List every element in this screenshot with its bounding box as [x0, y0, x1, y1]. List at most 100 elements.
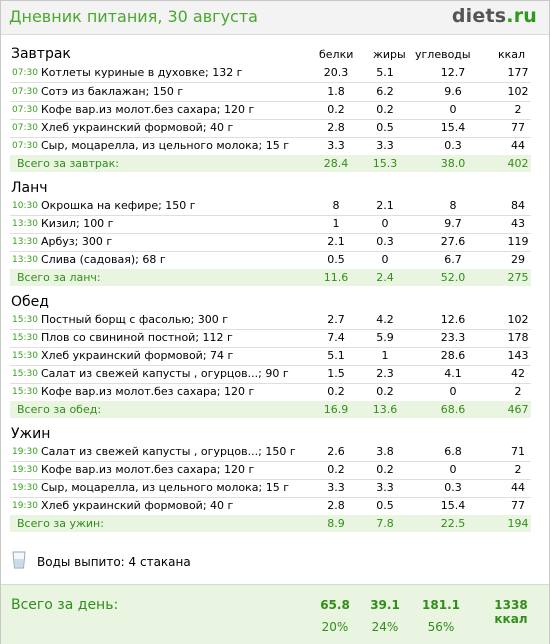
- glass-icon: [12, 551, 26, 569]
- page-title: Дневник питания, 30 августа: [9, 7, 258, 26]
- total-kcal: 467: [507, 403, 529, 416]
- row-protein: 8: [332, 199, 340, 212]
- row-kcal: 44: [511, 481, 525, 494]
- row-food-name[interactable]: Постный борщ с фасолью; 300 г: [41, 313, 229, 326]
- row-kcal: 2: [514, 463, 522, 476]
- row-food-name[interactable]: Хлеб украинский формовой; 40 г: [41, 121, 234, 134]
- table-row[interactable]: 19:30 Кофе вар.из молот.без сахара; 120 …: [10, 461, 531, 480]
- table-row[interactable]: 15:30 Салат из свежей капусты , огурцов.…: [10, 365, 531, 384]
- row-protein: 0.2: [327, 463, 345, 476]
- row-fat: 4.2: [376, 313, 394, 326]
- row-time: 10:30: [12, 201, 38, 211]
- table-row[interactable]: 07:30 Хлеб украинский формовой; 40 г 2.8…: [10, 119, 531, 138]
- row-food-name[interactable]: Салат из свежей капусты , огурцов...; 15…: [41, 445, 296, 458]
- row-food-name[interactable]: Котлеты куриные в духовке; 132 г: [41, 66, 243, 79]
- row-protein: 2.1: [327, 235, 345, 248]
- row-protein: 2.8: [327, 121, 345, 134]
- row-kcal: 84: [511, 199, 525, 212]
- row-time: 07:30: [12, 68, 38, 78]
- row-time: 13:30: [12, 255, 38, 265]
- row-food-name[interactable]: Кизил; 100 г: [41, 217, 114, 230]
- row-carbs: 0.3: [444, 481, 462, 494]
- total-carbs: 52.0: [440, 271, 466, 284]
- row-carbs: 28.6: [440, 349, 466, 362]
- row-food-name[interactable]: Плов со свининой постной; 112 г: [41, 331, 233, 344]
- row-protein: 1.8: [327, 85, 345, 98]
- row-food-name[interactable]: Кофе вар.из молот.без сахара; 120 г: [41, 385, 255, 398]
- total-kcal: 402: [507, 157, 529, 170]
- section-title-lunch: Ланч: [11, 180, 48, 196]
- row-fat: 0.2: [376, 103, 394, 116]
- table-row[interactable]: 07:30 Сотэ из баклажан; 150 г 1.8 6.2 9.…: [10, 83, 531, 102]
- dinner-total-row: Всего за обед: 16.9 13.6 68.6 467: [10, 401, 531, 418]
- row-time: 07:30: [12, 123, 38, 133]
- row-kcal: 29: [511, 253, 525, 266]
- row-food-name[interactable]: Окрошка на кефире; 150 г: [41, 199, 196, 212]
- row-food-name[interactable]: Сыр, моцарелла, из цельного молока; 15 г: [41, 139, 289, 152]
- table-row[interactable]: 15:30 Кофе вар.из молот.без сахара; 120 …: [10, 383, 531, 402]
- row-carbs: 4.1: [444, 367, 462, 380]
- row-protein: 7.4: [327, 331, 345, 344]
- table-row[interactable]: 13:30 Кизил; 100 г 1 0 9.7 43: [10, 215, 531, 234]
- site-logo[interactable]: diets.ru: [452, 5, 537, 27]
- day-protein: 65.8: [320, 598, 350, 612]
- total-kcal: 275: [507, 271, 529, 284]
- row-food-name[interactable]: Кофе вар.из молот.без сахара; 120 г: [41, 463, 255, 476]
- row-fat: 2.1: [376, 199, 394, 212]
- table-row[interactable]: 07:30 Котлеты куриные в духовке; 132 г 2…: [10, 64, 531, 83]
- total-kcal: 194: [507, 517, 529, 530]
- section-title-breakfast: Завтрак: [11, 46, 71, 62]
- table-row[interactable]: 13:30 Арбуз; 300 г 2.1 0.3 27.6 119: [10, 233, 531, 252]
- table-row[interactable]: 10:30 Окрошка на кефире; 150 г 8 2.1 8 8…: [10, 197, 531, 216]
- table-row[interactable]: 19:30 Салат из свежей капусты , огурцов.…: [10, 443, 531, 462]
- row-fat: 0.3: [376, 235, 394, 248]
- logo-suffix: .ru: [506, 5, 537, 27]
- table-row[interactable]: 19:30 Хлеб украинский формовой; 40 г 2.8…: [10, 497, 531, 516]
- row-fat: 3.3: [376, 139, 394, 152]
- row-kcal: 71: [511, 445, 525, 458]
- row-food-name[interactable]: Хлеб украинский формовой; 74 г: [41, 349, 234, 362]
- row-food-name[interactable]: Хлеб украинский формовой; 40 г: [41, 499, 234, 512]
- col-carbs-header: углеводы: [415, 48, 471, 61]
- row-fat: 0.2: [376, 463, 394, 476]
- table-row[interactable]: 19:30 Сыр, моцарелла, из цельного молока…: [10, 479, 531, 498]
- row-carbs: 12.7: [440, 66, 466, 79]
- total-carbs: 68.6: [440, 403, 466, 416]
- table-row[interactable]: 13:30 Слива (садовая); 68 г 0.5 0 6.7 29: [10, 251, 531, 270]
- total-fat: 15.3: [372, 157, 398, 170]
- row-food-name[interactable]: Сыр, моцарелла, из цельного молока; 15 г: [41, 481, 289, 494]
- row-fat: 0: [381, 217, 389, 230]
- row-time: 07:30: [12, 141, 38, 151]
- total-carbs: 38.0: [440, 157, 466, 170]
- row-food-name[interactable]: Сотэ из баклажан; 150 г: [41, 85, 184, 98]
- total-protein: 16.9: [323, 403, 349, 416]
- table-row[interactable]: 15:30 Плов со свининой постной; 112 г 7.…: [10, 329, 531, 348]
- total-carbs: 22.5: [440, 517, 466, 530]
- row-fat: 5.9: [376, 331, 394, 344]
- table-row[interactable]: 07:30 Сыр, моцарелла, из цельного молока…: [10, 137, 531, 156]
- row-carbs: 9.6: [444, 85, 462, 98]
- day-kcal: 1338 ккал: [494, 598, 528, 626]
- table-row[interactable]: 07:30 Кофе вар.из молот.без сахара; 120 …: [10, 101, 531, 120]
- supper-total-row: Всего за ужин: 8.9 7.8 22.5 194: [10, 515, 531, 532]
- row-food-name[interactable]: Кофе вар.из молот.без сахара; 120 г: [41, 103, 255, 116]
- row-kcal: 2: [514, 103, 522, 116]
- row-kcal: 119: [507, 235, 529, 248]
- table-row[interactable]: 15:30 Хлеб украинский формовой; 74 г 5.1…: [10, 347, 531, 366]
- water-text: Воды выпито: 4 стакана: [37, 555, 191, 569]
- row-protein: 0.2: [327, 385, 345, 398]
- row-food-name[interactable]: Салат из свежей капусты , огурцов...; 90…: [41, 367, 289, 380]
- row-food-name[interactable]: Арбуз; 300 г: [41, 235, 113, 248]
- table-row[interactable]: 15:30 Постный борщ с фасолью; 300 г 2.7 …: [10, 311, 531, 330]
- row-fat: 3.3: [376, 481, 394, 494]
- col-fat-header: жиры: [373, 48, 406, 61]
- day-fat: 39.1: [370, 598, 400, 612]
- row-fat: 0.2: [376, 385, 394, 398]
- row-protein: 1.5: [327, 367, 345, 380]
- day-protein-pct: 20%: [321, 620, 349, 634]
- row-carbs: 15.4: [440, 121, 466, 134]
- row-food-name[interactable]: Слива (садовая); 68 г: [41, 253, 166, 266]
- row-carbs: 8: [449, 199, 457, 212]
- row-time: 15:30: [12, 369, 38, 379]
